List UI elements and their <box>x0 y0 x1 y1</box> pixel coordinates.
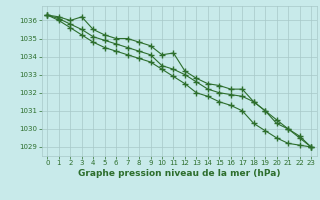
X-axis label: Graphe pression niveau de la mer (hPa): Graphe pression niveau de la mer (hPa) <box>78 169 280 178</box>
